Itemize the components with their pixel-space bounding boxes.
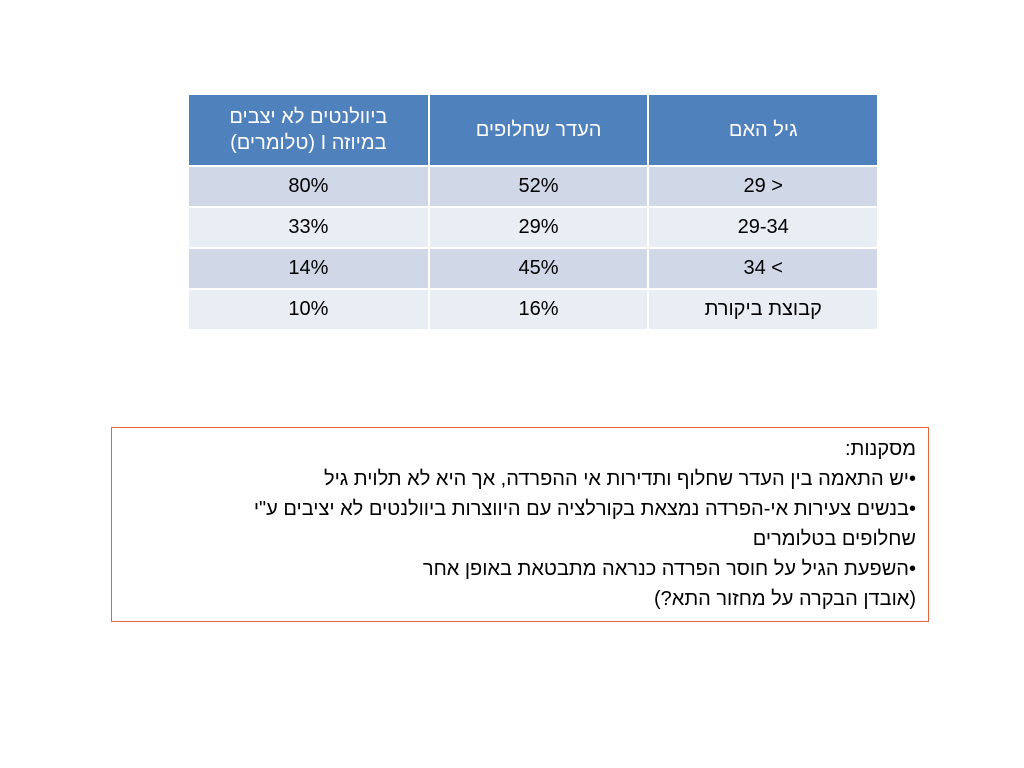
conclusion-bullet-1: •יש התאמה בין העדר שחלוף ותדירות אי ההפר… xyxy=(324,468,916,490)
header-missing-replacements: העדר שחלופים xyxy=(427,93,650,167)
conclusion-bullet-2-line-1: •בנשים צעירות אי-הפרדה נמצאת בקורלציה עם… xyxy=(253,498,916,520)
cell-age: 29-34 xyxy=(647,206,879,249)
conclusions-box: מסקנות: •יש התאמה בין העדר שחלוף ותדירות… xyxy=(111,427,929,622)
table-row: 29-34 29% 33% xyxy=(187,206,879,249)
table-row: 34 < 45% 14% xyxy=(187,247,879,290)
cell-ovulation: 80% xyxy=(187,165,430,208)
cell-age: 29 > xyxy=(647,165,879,208)
conclusion-bullet-3-line-1: •השפעת הגיל על חוסר הפרדה כנראה מתבטאת ב… xyxy=(422,558,916,580)
cell-ovulation: 14% xyxy=(187,247,430,290)
header-unstable-bivalents-line1: ביוולנטים לא יצבים xyxy=(229,106,388,128)
cell-missing: 29% xyxy=(427,206,650,249)
header-unstable-bivalents-line2: במיוזה I (טלומרים) xyxy=(230,132,387,154)
conclusion-bullet-3-line-2: (אובדן הבקרה על מחזור התא?) xyxy=(653,588,916,610)
table-header-row: גיל האם העדר שחלופים ביוולנטים לא יצבים … xyxy=(187,93,879,167)
cell-missing: 16% xyxy=(427,288,650,331)
cell-missing: 52% xyxy=(427,165,650,208)
results-table: גיל האם העדר שחלופים ביוולנטים לא יצבים … xyxy=(187,93,879,331)
header-unstable-bivalents: ביוולנטים לא יצבים במיוזה I (טלומרים) xyxy=(187,93,430,167)
cell-missing: 45% xyxy=(427,247,650,290)
cell-age: 34 < xyxy=(647,247,879,290)
conclusion-bullet-2-line-2: שחלופים בטלומרים xyxy=(752,528,916,550)
table-row: 29 > 52% 80% xyxy=(187,165,879,208)
cell-age: קבוצת ביקורת xyxy=(647,288,879,331)
table-row: קבוצת ביקורת 16% 10% xyxy=(187,288,879,331)
conclusions-title: מסקנות: xyxy=(844,438,916,460)
header-age: גיל האם xyxy=(647,93,879,167)
cell-ovulation: 33% xyxy=(187,206,430,249)
cell-ovulation: 10% xyxy=(187,288,430,331)
